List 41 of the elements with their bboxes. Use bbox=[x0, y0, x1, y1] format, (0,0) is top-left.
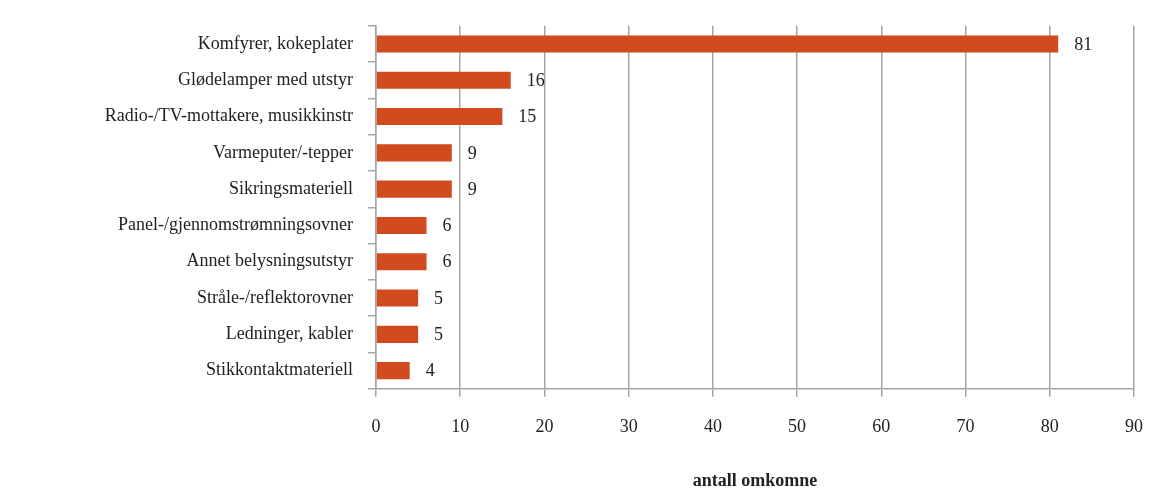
bar bbox=[376, 289, 419, 307]
data-label: 6 bbox=[442, 251, 452, 272]
y-tick-label: Radio-/TV-mottakere, musikkinstr bbox=[104, 105, 353, 126]
x-tick-label: 70 bbox=[956, 416, 975, 437]
data-label: 9 bbox=[467, 178, 477, 199]
y-tick-label: Ledninger, kabler bbox=[225, 323, 353, 344]
x-tick-label: 50 bbox=[788, 416, 807, 437]
x-tick-label: 0 bbox=[371, 416, 381, 437]
x-tick-label: 40 bbox=[703, 416, 722, 437]
data-label: 5 bbox=[434, 324, 444, 345]
bar bbox=[376, 35, 1059, 53]
data-label: 81 bbox=[1074, 33, 1093, 54]
bar bbox=[376, 144, 452, 162]
bar bbox=[376, 216, 427, 234]
x-tick-label: 10 bbox=[451, 416, 470, 437]
y-tick-label: Panel-/gjennomstrømningsovner bbox=[118, 214, 353, 235]
x-tick-label: 20 bbox=[535, 416, 554, 437]
x-tick-label: 30 bbox=[619, 416, 638, 437]
y-tick-label: Stråle-/reflektorovner bbox=[197, 286, 353, 307]
data-label: 4 bbox=[425, 360, 435, 381]
bar bbox=[376, 71, 511, 89]
y-tick-label: Komfyrer, kokeplater bbox=[197, 32, 353, 53]
data-label: 5 bbox=[434, 287, 444, 308]
x-tick-label: 80 bbox=[1040, 416, 1059, 437]
y-tick-label: Stikkontaktmateriell bbox=[206, 359, 353, 380]
bar bbox=[376, 362, 410, 380]
bar bbox=[376, 253, 427, 271]
y-tick-label: Varmeputer/-tepper bbox=[213, 141, 353, 162]
x-tick-label: 60 bbox=[872, 416, 891, 437]
x-axis-title: antall omkomne bbox=[692, 469, 818, 490]
bar bbox=[376, 180, 452, 198]
x-tick-label: 90 bbox=[1125, 416, 1143, 437]
data-label: 16 bbox=[526, 69, 545, 90]
bar bbox=[376, 325, 419, 343]
bar bbox=[376, 108, 503, 126]
y-tick-label: Glødelamper med utstyr bbox=[178, 68, 353, 89]
data-label: 6 bbox=[442, 215, 452, 236]
y-tick-label: Annet belysningsutstyr bbox=[186, 250, 353, 271]
y-tick-label: Sikringsmateriell bbox=[229, 177, 353, 198]
data-label: 15 bbox=[518, 106, 537, 127]
data-label: 9 bbox=[467, 142, 477, 163]
